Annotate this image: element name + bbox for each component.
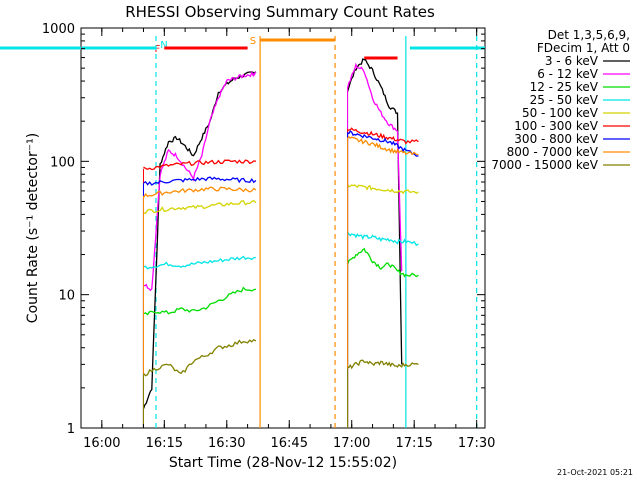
series-line xyxy=(347,127,419,145)
legend-header-line-2: FDecim 1, Att 0 xyxy=(537,41,630,55)
legend-label: 300 - 800 keV xyxy=(514,132,598,146)
legend-label: 12 - 25 keV xyxy=(530,80,599,94)
legend-label: 50 - 100 keV xyxy=(522,106,599,120)
series-line xyxy=(143,159,257,171)
footer-timestamp: 21-Oct-2021 05:21 xyxy=(557,468,633,477)
series-line xyxy=(347,184,419,195)
plot-frame xyxy=(80,27,486,429)
series-line xyxy=(346,58,403,365)
interval-label: F xyxy=(155,44,161,55)
interval-label: S xyxy=(250,36,256,47)
series-line xyxy=(142,186,257,198)
legend-label: 800 - 7000 keV xyxy=(507,145,599,159)
series-line xyxy=(143,199,257,215)
series-line xyxy=(347,231,419,247)
y-axis-ticks: 1 10 100 1000 xyxy=(42,22,485,437)
series-line xyxy=(347,136,419,156)
series-line xyxy=(346,247,419,278)
series-line xyxy=(347,130,419,157)
y-tick-label: 1000 xyxy=(42,22,75,37)
legend-header-line-1: Det 1,3,5,6,9, xyxy=(548,28,630,42)
y-axis-label: Count Rate (s⁻¹ detector⁻¹) xyxy=(25,133,41,323)
interval-markers xyxy=(155,36,478,428)
series-line xyxy=(143,338,257,377)
y-tick-label: 10 xyxy=(58,289,75,304)
y-tick-label: 100 xyxy=(50,155,75,170)
series-line xyxy=(143,286,257,316)
x-tick-label: 17:30 xyxy=(458,436,495,451)
series-line xyxy=(143,255,256,270)
x-tick-label: 16:45 xyxy=(271,436,308,451)
x-axis-label: Start Time (28-Nov-12 15:55:02) xyxy=(169,455,397,471)
x-tick-label: 16:00 xyxy=(83,436,120,451)
series-line xyxy=(346,62,403,272)
legend: Det 1,3,5,6,9, FDecim 1, Att 0 3 - 6 keV… xyxy=(491,28,630,172)
legend-label: 6 - 12 keV xyxy=(537,67,599,81)
legend-label: 100 - 300 keV xyxy=(514,119,598,133)
legend-label: 7000 - 15000 keV xyxy=(491,158,598,172)
series-line xyxy=(143,176,257,186)
legend-label: 3 - 6 keV xyxy=(545,54,599,68)
x-tick-label: 17:15 xyxy=(395,436,432,451)
x-tick-label: 16:30 xyxy=(208,436,245,451)
series-lines xyxy=(142,58,419,428)
interval-label: N xyxy=(160,40,167,51)
series-line xyxy=(347,359,419,370)
legend-label: 25 - 50 keV xyxy=(530,93,599,107)
interval-bars: NF S xyxy=(0,36,485,60)
x-tick-label: 16:15 xyxy=(146,436,183,451)
x-axis-ticks: 16:00 16:15 16:30 16:45 17:00 17:15 17:30 xyxy=(80,28,495,451)
series-line xyxy=(143,70,257,292)
y-tick-label: 1 xyxy=(67,422,75,437)
x-tick-label: 17:00 xyxy=(333,436,370,451)
chart-title: RHESSI Observing Summary Count Rates xyxy=(125,3,435,21)
